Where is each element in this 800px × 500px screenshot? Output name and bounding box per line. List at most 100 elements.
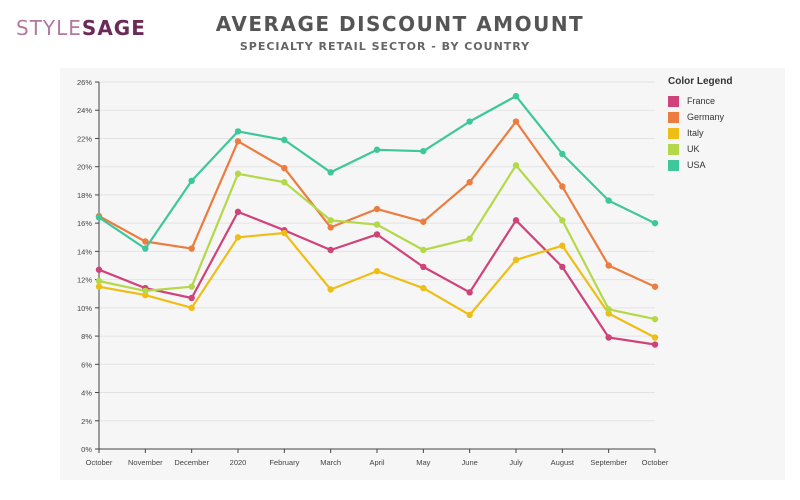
chart-title: AVERAGE DISCOUNT AMOUNT — [215, 12, 585, 36]
data-point-germany — [512, 118, 520, 125]
data-point-uk — [466, 235, 473, 242]
y-tick-label: 26% — [77, 78, 92, 87]
data-point-italy — [234, 234, 242, 241]
data-point-uk — [188, 283, 195, 290]
series-points — [95, 92, 659, 348]
stylesage-logo: STYLESAGE — [16, 16, 146, 40]
data-point-germany — [142, 238, 149, 245]
y-tick-label: 2% — [81, 417, 92, 426]
data-point-italy — [327, 286, 334, 293]
data-point-uk — [142, 287, 149, 295]
x-tick-label: August — [551, 458, 575, 467]
y-tick-label: 24% — [77, 106, 92, 115]
data-point-usa — [188, 177, 195, 185]
x-tick-label: June — [462, 458, 478, 467]
data-point-uk — [605, 306, 612, 313]
data-point-france — [512, 217, 520, 224]
gridlines — [99, 81, 655, 450]
data-point-germany — [234, 138, 242, 145]
legend-item-usa: USA — [668, 157, 732, 173]
data-point-usa — [559, 150, 566, 158]
data-point-germany — [605, 262, 612, 269]
y-tick-label: 12% — [77, 276, 92, 285]
data-point-uk — [559, 217, 566, 224]
data-point-italy — [651, 334, 659, 341]
data-point-usa — [512, 92, 520, 100]
legend-items: France Germany Italy UK USA — [668, 93, 732, 173]
y-tick-label: 14% — [77, 247, 92, 256]
data-point-uk — [234, 170, 242, 177]
data-point-france — [651, 341, 659, 348]
legend-item-germany: Germany — [668, 109, 732, 125]
series-line-germany — [98, 120, 656, 288]
data-point-italy — [559, 242, 566, 249]
legend-item-france: France — [668, 93, 732, 109]
data-point-italy — [95, 283, 103, 290]
data-point-germany — [281, 164, 288, 172]
data-point-usa — [327, 169, 334, 176]
legend-label: UK — [687, 144, 700, 154]
chart-subtitle: SPECIALTY RETAIL SECTOR - BY COUNTRY — [239, 40, 531, 53]
legend-item-italy: Italy — [668, 125, 732, 141]
data-point-france — [466, 289, 473, 296]
data-point-germany — [651, 283, 659, 290]
data-point-uk — [281, 179, 288, 186]
x-tick-label: April — [369, 458, 384, 467]
legend-swatch — [668, 111, 679, 123]
x-tick-label: 2020 — [230, 458, 247, 467]
y-tick-label: 4% — [81, 389, 92, 398]
data-point-uk — [651, 315, 659, 323]
y-tick-label: 22% — [77, 134, 92, 143]
data-point-france — [420, 263, 427, 271]
legend-item-uk: UK — [668, 141, 732, 157]
x-tick-label: October — [86, 458, 113, 467]
data-point-france — [605, 334, 612, 341]
data-point-italy — [420, 284, 427, 292]
y-tick-label: 18% — [77, 191, 92, 200]
data-point-usa — [234, 128, 242, 135]
series-line-italy — [98, 231, 656, 339]
data-point-france — [327, 246, 334, 254]
data-point-uk — [512, 162, 520, 169]
y-tick-label: 6% — [81, 360, 92, 369]
data-point-usa — [651, 219, 659, 227]
data-point-france — [95, 266, 103, 273]
plot-background — [60, 68, 785, 480]
y-tick-label: 10% — [77, 304, 92, 313]
data-point-france — [559, 263, 566, 271]
data-point-italy — [466, 311, 473, 319]
x-tick-label: September — [590, 458, 627, 467]
y-tick-label: 16% — [77, 219, 92, 228]
data-point-germany — [327, 224, 334, 231]
y-tick-label: 8% — [81, 332, 92, 341]
legend-label: USA — [687, 160, 706, 170]
data-point-usa — [373, 146, 381, 153]
data-point-france — [373, 231, 381, 238]
data-point-italy — [512, 256, 520, 264]
legend-swatch — [668, 95, 679, 107]
data-point-uk — [95, 277, 103, 285]
data-point-italy — [281, 229, 288, 237]
legend-label: Germany — [687, 112, 725, 122]
data-point-germany — [420, 218, 427, 225]
series-lines — [98, 94, 656, 346]
x-tick-label: March — [320, 458, 341, 467]
x-tick-label: February — [269, 458, 299, 467]
legend-swatch — [668, 127, 679, 139]
legend-swatch — [668, 159, 679, 171]
legend-label: France — [687, 96, 716, 106]
y-tick-label: 0% — [81, 445, 92, 454]
x-tick-label: December — [174, 458, 209, 467]
legend-title: Color Legend — [668, 76, 733, 87]
axes: 0% 2% 4% 6% 8% 10% 12% 14% 16% 18% 20% 22% 24% 26% Oct… — [77, 78, 669, 467]
x-tick-label: November — [128, 458, 163, 467]
data-point-italy — [188, 304, 195, 312]
data-point-germany — [559, 183, 566, 190]
data-point-germany — [466, 179, 473, 186]
y-tick-label: 20% — [77, 163, 92, 172]
data-point-usa — [142, 245, 149, 252]
data-point-uk — [420, 246, 427, 254]
x-tick-label: July — [509, 458, 523, 467]
x-tick-label: October — [642, 458, 669, 467]
